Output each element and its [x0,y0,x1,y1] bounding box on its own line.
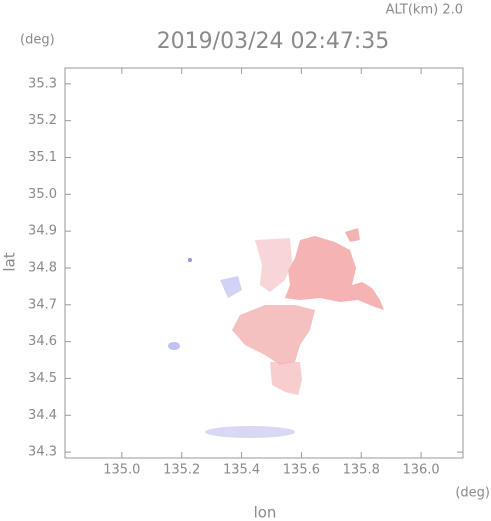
x-tick-label: 135.4 [223,463,260,478]
y-tick-label: 34.7 [28,297,57,312]
altitude-label: ALT(km) 2.0 [386,3,463,18]
echo-regions [168,228,384,438]
y-tick-label: 34.3 [28,445,57,460]
chart-title: 2019/03/24 02:47:35 [157,29,390,54]
y-tick-label: 35.0 [28,187,57,202]
echo-region [255,238,292,292]
echo-region [205,426,295,438]
echo-region [345,228,360,242]
y-unit: (deg) [20,33,55,48]
x-tick-label: 135.6 [283,463,320,478]
x-axis-label: lon [254,504,277,521]
y-tick-label: 35.1 [28,150,57,165]
echo-region [168,342,180,350]
y-tick-label: 34.6 [28,334,57,349]
echo-region [232,305,315,365]
y-tick-label: 34.8 [28,260,57,275]
y-axis-label: lat [1,252,19,271]
y-tick-label: 35.3 [28,76,57,91]
x-tick-label: 135.0 [103,463,140,478]
echo-region [270,362,302,395]
echo-region [285,236,384,310]
plot-frame [64,67,464,459]
x-tick-label: 135.8 [343,463,380,478]
x-tick-label: 136.0 [402,463,439,478]
x-unit: (deg) [455,486,490,501]
y-tick-label: 34.9 [28,224,57,239]
x-tick-label: 135.2 [163,463,200,478]
y-tick-label: 35.2 [28,113,57,128]
y-tick-label: 34.4 [28,408,57,423]
y-tick-label: 34.5 [28,371,57,386]
echo-region [188,258,192,262]
echo-region [220,276,242,298]
